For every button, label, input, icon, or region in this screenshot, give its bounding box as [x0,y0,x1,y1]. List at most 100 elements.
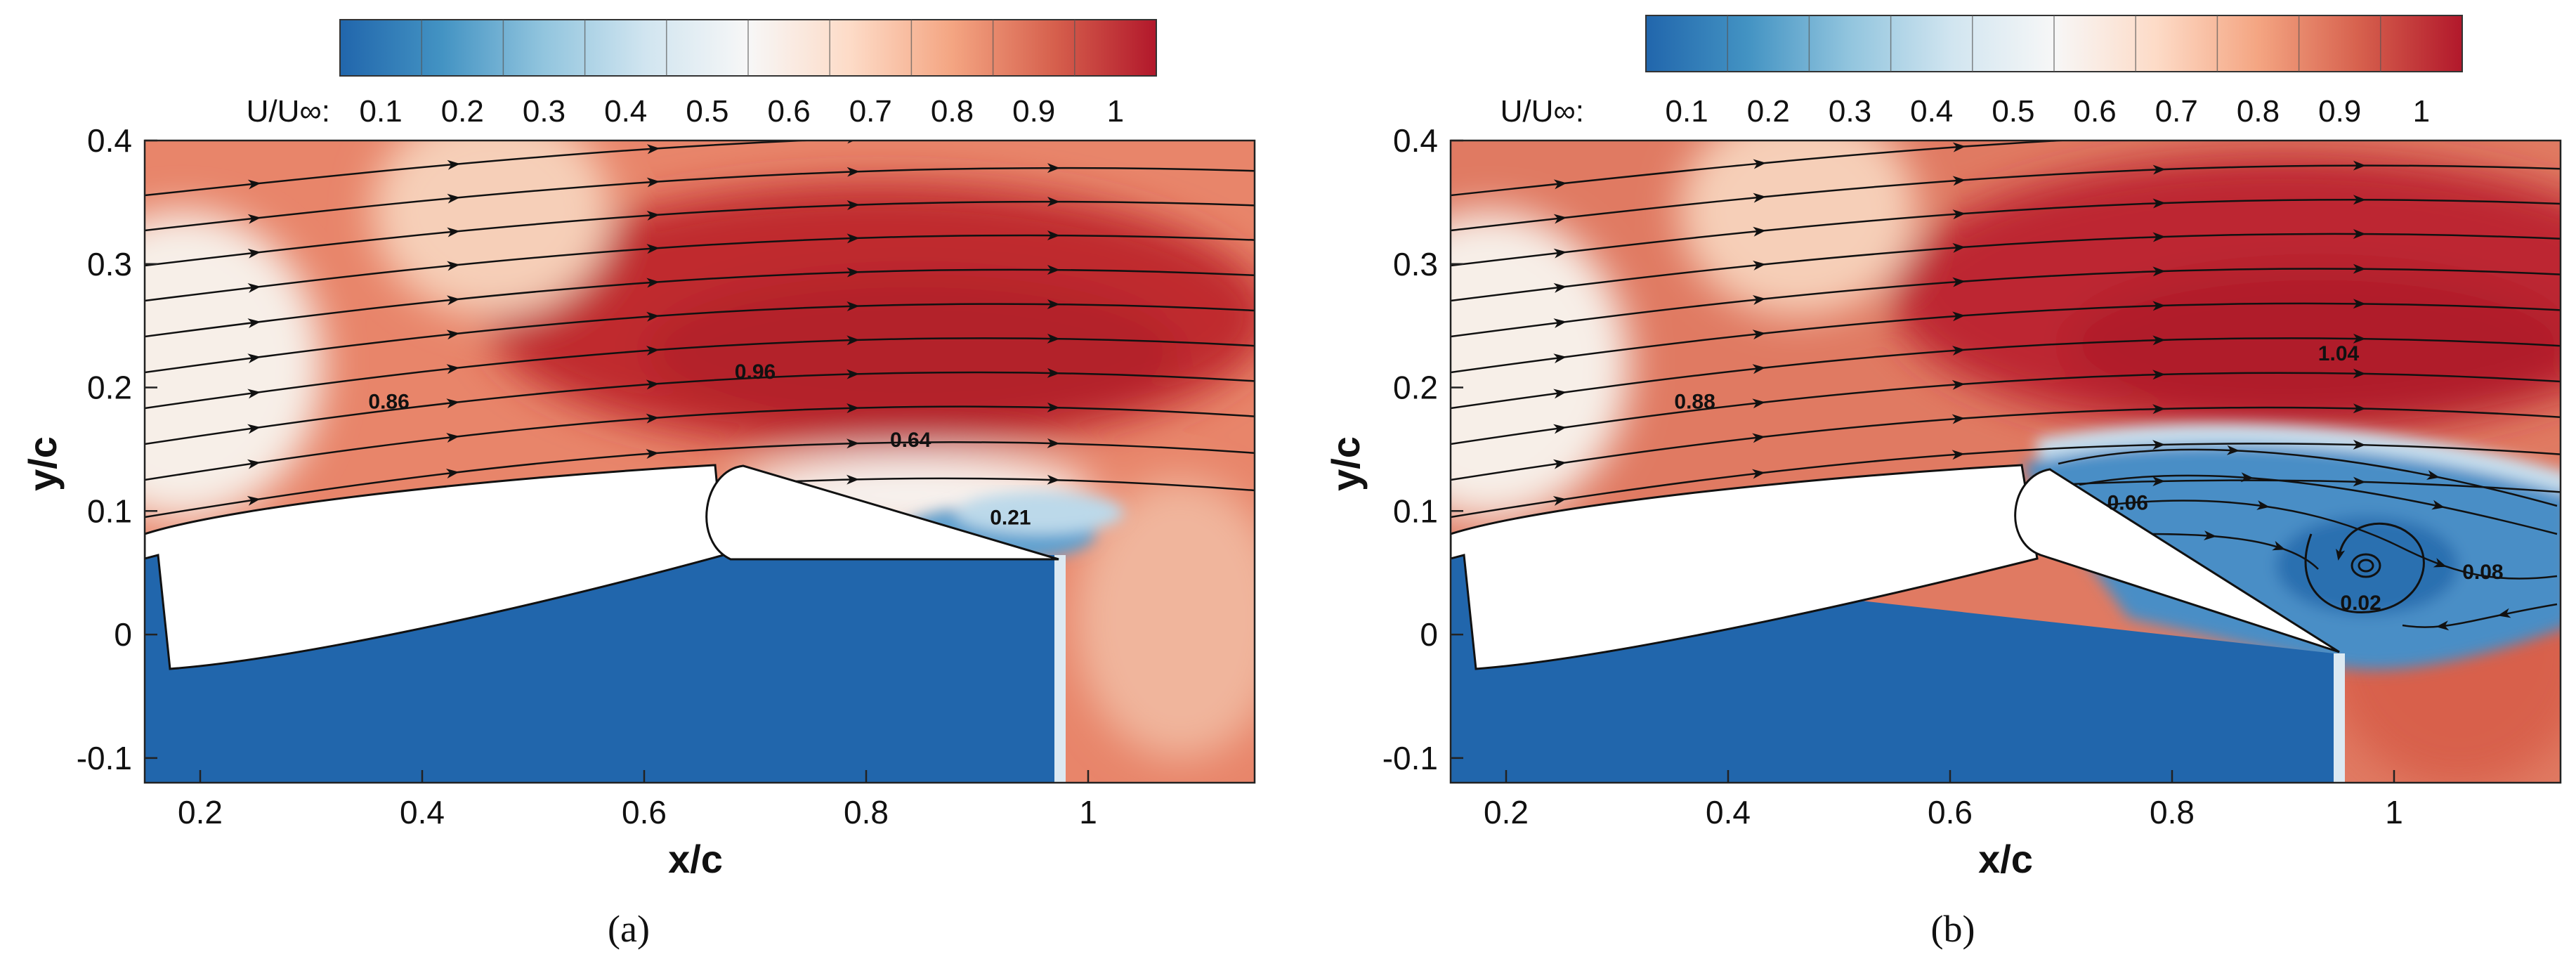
colorbar-b-label: U/U∞: [1501,94,1584,129]
axes-b: 0.2 0.4 0.6 0.8 1 -0.1 0 0.1 0.2 0.3 0.4 [1382,122,2403,830]
streamline-arrow [846,200,860,211]
streamline-arrow [445,469,459,478]
recirculation-streamline [2100,500,2558,580]
streamline-arrow [646,379,660,390]
contour-value-label: 0.64 [890,429,931,452]
recirculation-streamline [2079,474,2558,535]
streamline-arrow [247,282,261,293]
blocked-edge-a [1054,555,1066,783]
caption-b: (b) [1931,908,1975,950]
streamline-arrow [1047,264,1060,275]
caption-a: (a) [608,908,650,950]
streamline-arrow [2426,470,2440,480]
annotations-b: 0.88 1.04 0.06 0.08 0.02 [1674,342,2503,615]
streamlines-a [145,141,1255,556]
streamline-arrow [1952,242,1966,253]
streamline-arrow [247,495,261,506]
streamline-arrow [2353,228,2366,239]
streamline-arrow [846,438,860,449]
streamline-arrow [846,403,860,413]
streamline-arrow [1752,469,1765,479]
streamline-arrow [2353,333,2366,344]
contour-value-label: 0.96 [735,360,776,384]
colorbar-tick-label: 0.1 [1666,94,1708,129]
streamline-arrow [1753,226,1766,237]
streamline-arrow [247,459,261,469]
streamline-arrow [1951,346,1966,356]
streamline-arrow [2152,198,2166,209]
streamline-arrow [1752,433,1765,443]
colorbar-b: U/U∞: 0.1 0.2 0.3 0.4 0.5 0.6 0.7 0.8 0.9 1 [1501,15,2463,129]
colorbar-b-tick-labels: 0.1 0.2 0.3 0.4 0.5 0.6 0.7 0.8 0.9 1 [1666,94,2431,129]
x-tick-label: 1 [2385,794,2403,830]
x-tick-label: 0.8 [2150,794,2195,830]
streamline-arrow [1952,209,1966,220]
streamline-arrow [2152,301,2166,311]
streamline-arrow [1047,438,1060,448]
colorbar-tick-label: 1 [2413,94,2430,129]
streamline-arrow [2152,266,2166,277]
x-tick-label: 0.8 [844,794,889,830]
field-a-light-band [372,141,611,316]
blocked-region-b2 [1451,653,2336,783]
streamline-arrow [2152,476,2166,487]
field-b-light-left [1451,211,1630,520]
contour-value-label: 0.06 [2107,492,2148,515]
streamline-arrow [1752,330,1766,340]
streamline-arrow [2353,299,2366,309]
streamline-arrow [1553,353,1567,364]
contour-value-label: 0.88 [1674,390,1715,413]
streamline-arrow [446,398,460,409]
x-tick-label: 0.2 [178,794,223,830]
streamline-arrow [1047,474,1060,485]
streamline-arrow [646,244,660,254]
streamline-arrow [1952,277,1966,287]
colorbar-tick-label: 0.4 [604,94,647,129]
streamline-arrow [1047,367,1060,378]
streamline-arrow [2256,500,2270,510]
streamline-arrow [1952,311,1966,322]
streamline-arrow [1047,163,1060,174]
x-tick-label: 0.6 [622,794,667,830]
streamline-arrow [1553,179,1567,190]
streamline-arrow [1553,389,1567,399]
streamline-arrow [846,335,860,346]
colorbar-tick-label: 0.8 [931,94,974,129]
colorbar-tick-label: 0.5 [1992,94,2034,129]
flap-b [2014,468,2340,653]
contour-value-label: 1.04 [2318,342,2360,365]
y-tick-label: 0.3 [1393,246,1438,282]
colorbar-tick-label: 0.2 [1747,94,1790,129]
streamline-arrow [846,167,860,177]
streamline-arrow [446,364,460,374]
streamline-arrow [1952,142,1966,152]
annotations-a: 0.86 0.96 0.64 0.21 [368,360,1031,529]
colorbar-tick-label: 0.6 [2074,94,2117,129]
streamline-arrow [2353,476,2366,487]
streamline-arrow [2152,440,2166,450]
streamline-arrow [846,233,860,244]
colorbar-tick-label: 0.1 [360,94,403,129]
streamline-arrow [2353,439,2366,450]
streamline-arrow [1752,364,1766,374]
streamline-arrow [2152,164,2166,175]
streamline-arrow [1752,398,1766,409]
colorbar-tick-label: 0.3 [1829,94,1871,129]
streamline-arrow [2497,608,2511,618]
streamline-arrow [1951,414,1966,424]
streamline-arrow [646,346,660,356]
flap-a [705,464,1059,561]
contour-field-b: 0.88 1.04 0.06 0.08 0.02 [1451,141,2561,783]
streamline-arrow [2353,263,2366,274]
recirculation-streamline [2402,603,2558,628]
streamline-arrow [446,295,460,306]
streamline-arrow [2203,530,2217,541]
streamline-arrow [2353,403,2366,414]
axes-a: 0.2 0.4 0.6 0.8 1 -0.1 0 0.1 0.2 0.3 0.4 [77,122,1097,830]
ylabel-a: y/c [20,436,65,491]
streamline-arrow [646,278,660,288]
streamline-arrow [1553,424,1567,434]
y-tick-label: 0.4 [87,122,132,159]
streamline-arrow [1047,402,1060,412]
streamline-arrow [1951,450,1966,460]
